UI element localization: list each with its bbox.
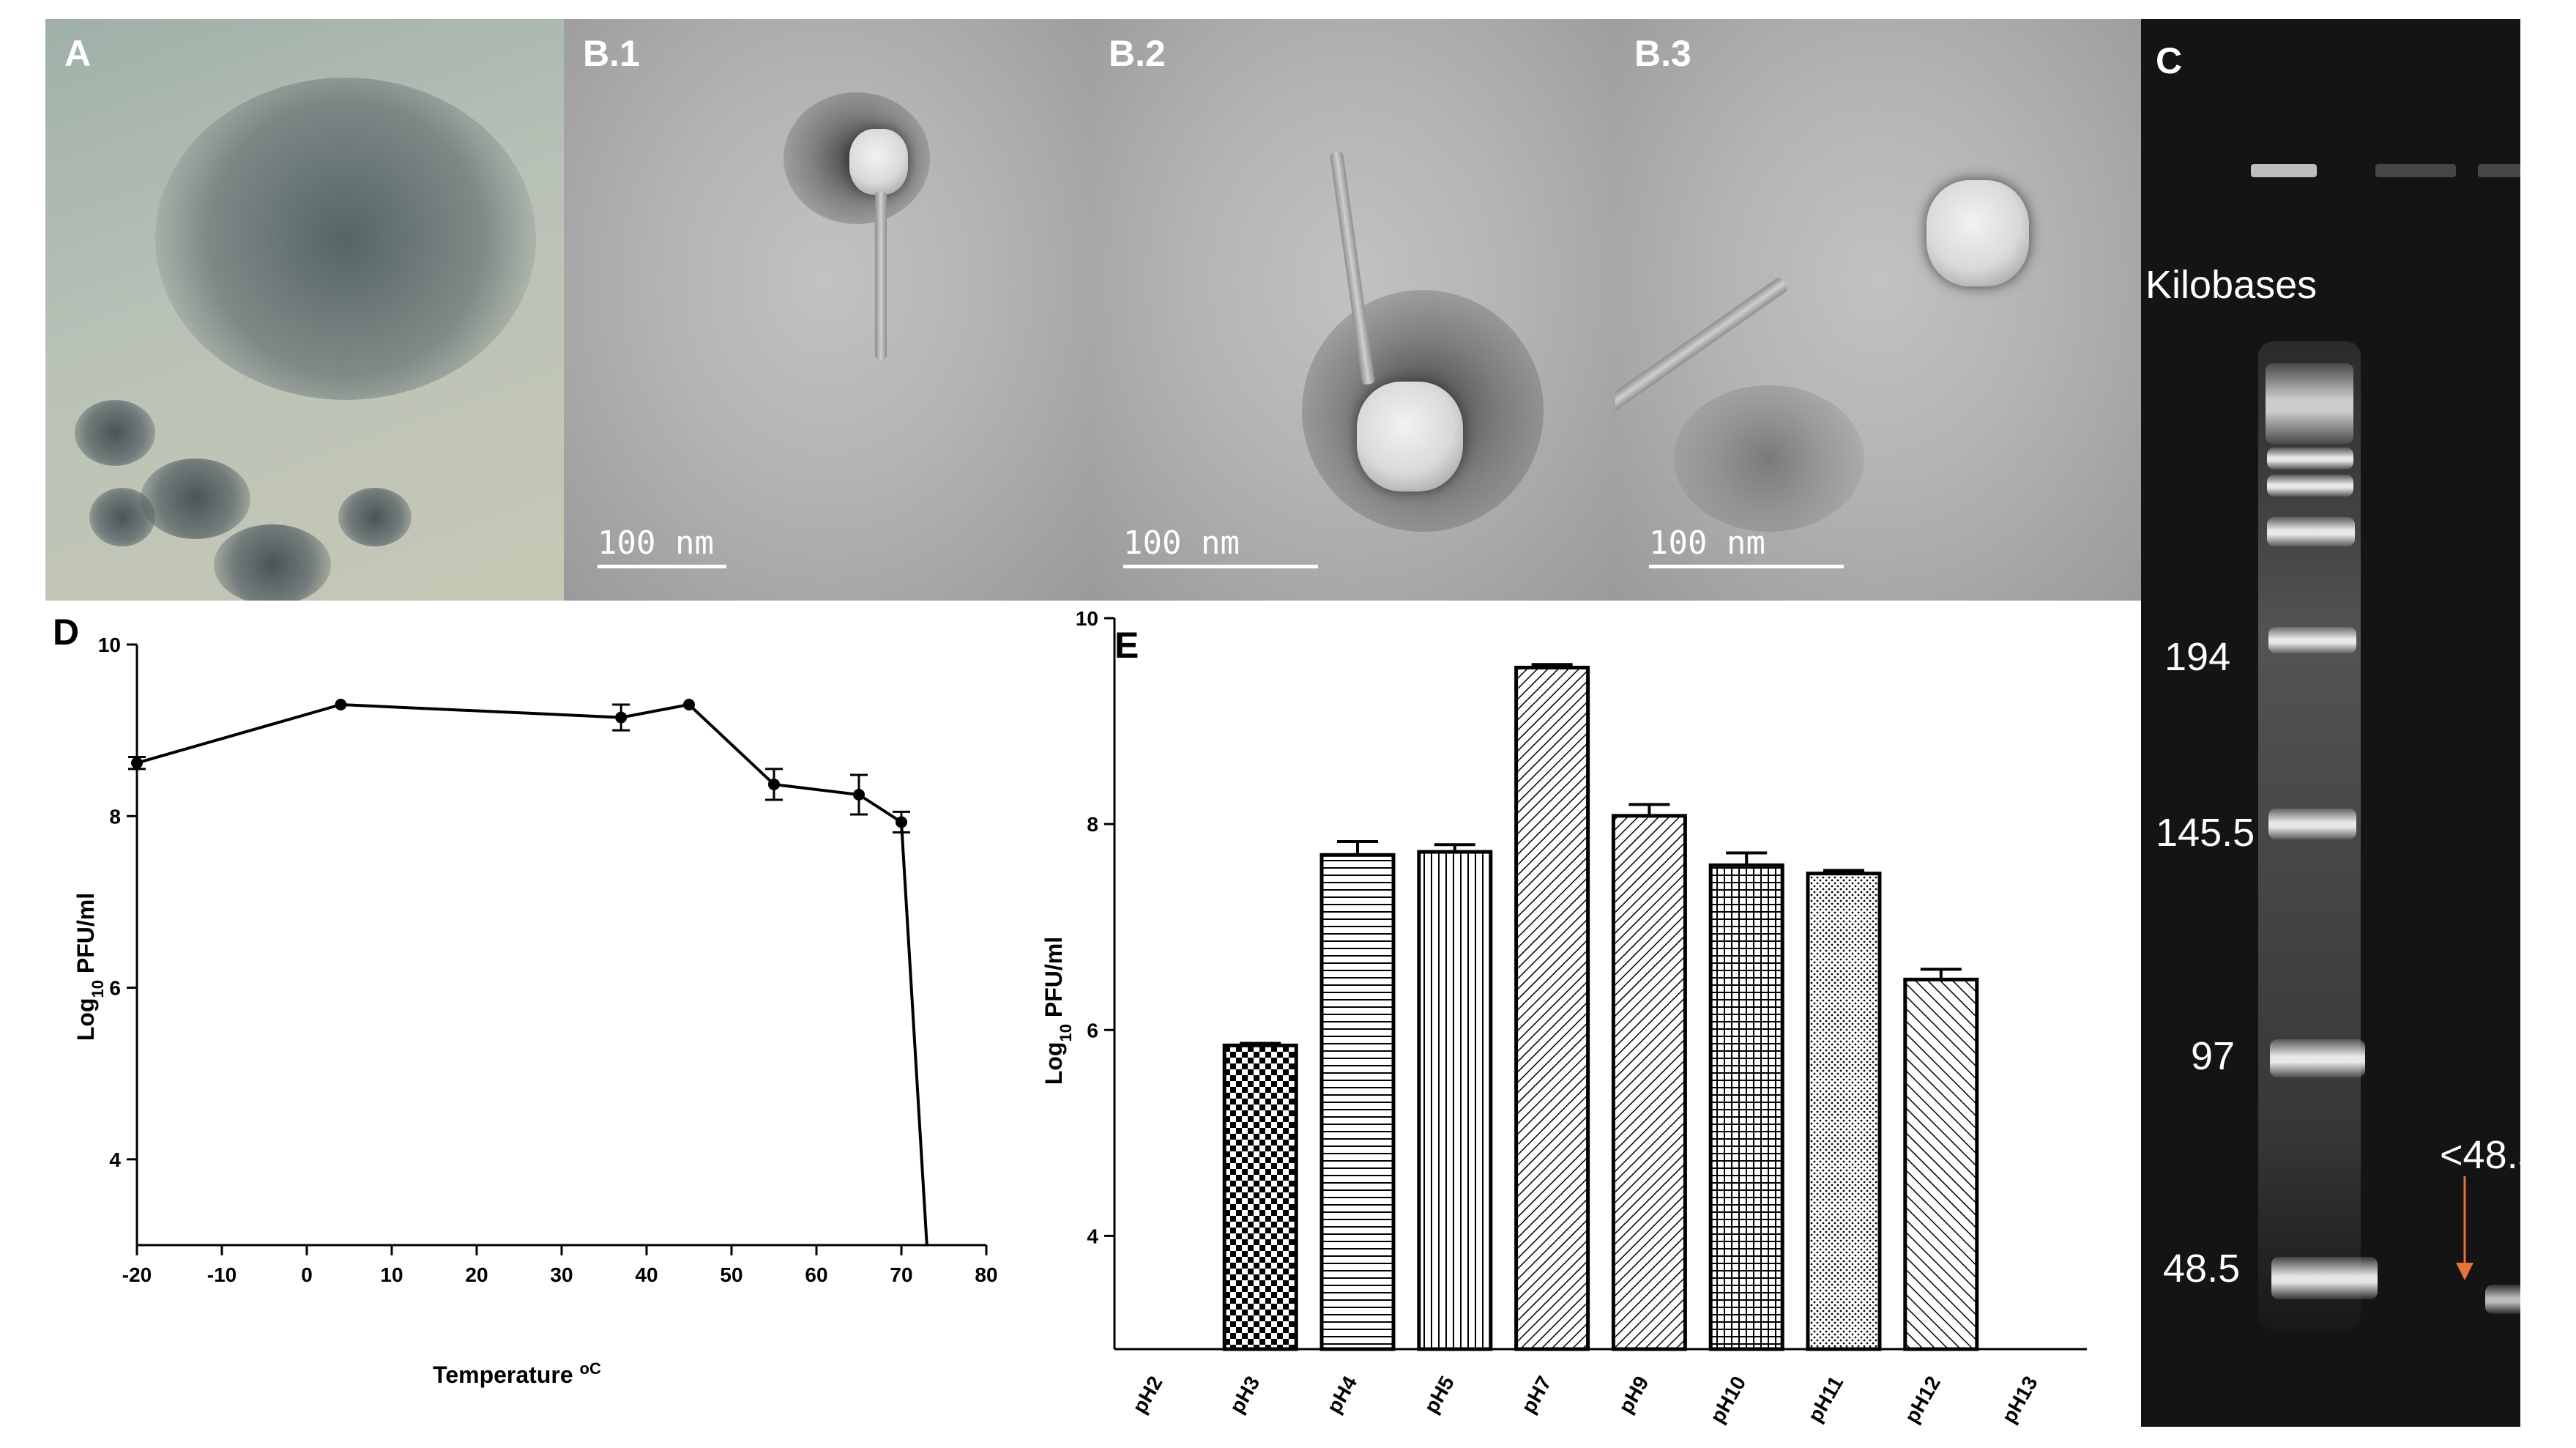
bar — [1514, 665, 1590, 1351]
data-point — [853, 789, 865, 801]
bar — [1222, 1043, 1298, 1351]
bar — [1417, 850, 1493, 1351]
x-tick-label: 40 — [635, 1263, 658, 1286]
sample-size-label: <48.5 — [2440, 1133, 2520, 1177]
x-axis-title: Temperature oC — [433, 1359, 601, 1389]
plaque — [141, 458, 250, 539]
phage-capsid — [1927, 180, 2029, 286]
plaque — [338, 488, 412, 546]
plaque — [89, 488, 155, 546]
x-tick-label: 30 — [550, 1263, 573, 1286]
x-tick-label: pH9 — [1614, 1373, 1653, 1417]
x-tick-label: pH11 — [1803, 1373, 1847, 1426]
panel-label-b2: B.2 — [1109, 33, 1166, 74]
x-tick-label: -20 — [122, 1263, 152, 1286]
gel-well — [2251, 164, 2317, 177]
x-tick-label: 20 — [465, 1263, 488, 1286]
data-point — [335, 699, 347, 710]
data-point — [896, 816, 907, 828]
scale-bar — [1123, 565, 1318, 568]
marker-label-145-5: 145.5 — [2156, 811, 2255, 855]
gel-well — [2478, 164, 2520, 177]
phage-capsid — [1357, 382, 1463, 491]
bar — [1903, 977, 1979, 1351]
y-tick-label: 4 — [109, 1148, 121, 1171]
ph-chart: E 4 6 8 10 pH2 pH3 pH4 pH5 pH7 pH9 pH10 pH11 pH12 pH1… — [1041, 607, 2087, 1427]
phage-capsid — [849, 129, 908, 195]
gel-panel: C Kilobases 194 145.5 97 48.5 <48.5 — [2141, 19, 2520, 1427]
y-tick-label: 6 — [1087, 1019, 1098, 1042]
data-point — [615, 711, 628, 724]
ladder-band — [2268, 809, 2356, 839]
gel-unit-label: Kilobases — [2145, 263, 2318, 307]
panel-label-d: D — [53, 612, 79, 653]
arrow-icon — [2456, 1176, 2473, 1280]
x-tick-label: 80 — [975, 1263, 997, 1286]
plaque — [214, 524, 331, 601]
data-point — [131, 757, 143, 769]
x-tick-label: pH13 — [1998, 1373, 2042, 1427]
temperature-chart: D -20 -10 0 10 20 30 40 50 60 70 80 4 6 8 10 Temperatu… — [53, 612, 998, 1389]
plaque-cluster — [155, 78, 536, 400]
tem-image-b3: B.3 100 nm — [1615, 19, 2141, 601]
panel-label-c: C — [2156, 40, 2183, 81]
y-tick-label: 10 — [98, 634, 121, 656]
plaque-photo-panel: A — [45, 19, 564, 601]
ladder-band — [2270, 1039, 2365, 1077]
tem-image-b1: B.1 100 nm — [564, 19, 1090, 601]
tem-image-b2: B.2 100 nm — [1090, 19, 1615, 601]
ladder-band — [2267, 448, 2353, 469]
x-tick-label: pH4 — [1322, 1372, 1362, 1417]
data-point — [768, 778, 780, 790]
y-tick-label: 8 — [1087, 813, 1098, 836]
scale-bar-label: 100 nm — [1123, 524, 1240, 562]
x-tick-label: 10 — [380, 1263, 403, 1286]
x-tick-label: 70 — [890, 1263, 912, 1286]
stain-halo — [1674, 385, 1864, 532]
ladder-band — [2271, 1257, 2378, 1299]
marker-label-194: 194 — [2164, 635, 2231, 679]
bar — [1806, 872, 1882, 1351]
x-tick-label: pH2 — [1128, 1373, 1166, 1417]
phage-tail — [875, 191, 887, 360]
x-tick-label: pH5 — [1420, 1373, 1459, 1417]
y-tick-label: 4 — [1087, 1225, 1098, 1247]
bar — [1319, 853, 1396, 1351]
y-tick-label: 8 — [109, 805, 121, 828]
series-line — [136, 702, 928, 1246]
ladder-band — [2267, 517, 2355, 546]
panel-label-a: A — [64, 33, 92, 74]
gel-well — [2375, 164, 2456, 177]
panel-label-b3: B.3 — [1634, 33, 1691, 74]
scale-bar — [1649, 565, 1844, 568]
ladder-band — [2267, 475, 2353, 497]
marker-label-97: 97 — [2191, 1034, 2236, 1078]
data-point — [683, 699, 695, 710]
x-tick-label: pH7 — [1516, 1373, 1555, 1417]
y-axis-title: Log10 PFU/ml — [1041, 937, 1075, 1085]
ladder-band — [2266, 363, 2353, 444]
scale-bar-label: 100 nm — [1649, 524, 1765, 562]
scale-bar — [598, 565, 726, 568]
x-tick-label: 60 — [805, 1263, 827, 1286]
bar — [1611, 814, 1687, 1351]
sample-band — [2485, 1285, 2520, 1314]
y-tick-label: 10 — [1076, 607, 1098, 630]
panel-label-b1: B.1 — [583, 33, 640, 74]
scale-bar-label: 100 nm — [598, 524, 714, 562]
x-tick-label: -10 — [207, 1263, 237, 1286]
plaque — [75, 400, 155, 466]
y-tick-label: 6 — [109, 977, 121, 1000]
x-tick-label: pH10 — [1705, 1373, 1750, 1427]
x-tick-label: pH12 — [1900, 1373, 1945, 1427]
marker-label-48-5: 48.5 — [2163, 1247, 2241, 1291]
x-tick-label: 50 — [720, 1263, 742, 1286]
ladder-band — [2268, 627, 2356, 653]
x-tick-label: pH3 — [1225, 1373, 1264, 1417]
panel-label-e: E — [1114, 625, 1139, 666]
x-tick-label: 0 — [301, 1263, 313, 1286]
bar — [1708, 863, 1784, 1351]
y-axis-title: Log10 PFU/ml — [72, 893, 107, 1041]
